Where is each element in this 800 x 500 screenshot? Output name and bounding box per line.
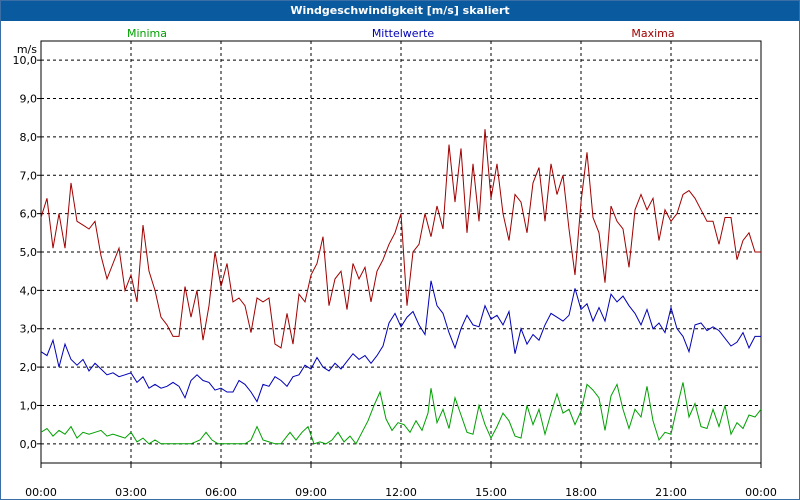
legend-maxima: Maxima: [631, 27, 674, 40]
y-tick-label: 4,0: [20, 284, 38, 297]
y-tick-label: 0,0: [20, 438, 38, 451]
y-tick-label: 2,0: [20, 361, 38, 374]
y-axis-label: m/s: [17, 43, 37, 56]
x-tick-time: 03:00: [115, 486, 147, 499]
y-tick-label: 6,0: [20, 208, 38, 221]
chart-title: Windgeschwindigkeit [m/s] skaliert: [1, 1, 799, 21]
y-tick-label: 5,0: [20, 246, 38, 259]
y-tick-label: 9,0: [20, 93, 38, 106]
x-tick-time: 00:00: [745, 486, 777, 499]
y-tick-label: 8,0: [20, 131, 38, 144]
y-tick-label: 7,0: [20, 169, 38, 182]
y-tick-label: 10,0: [13, 54, 38, 67]
x-tick-time: 15:00: [475, 486, 507, 499]
x-tick-time: 18:00: [565, 486, 597, 499]
series-line-mittelwerte: [40, 280, 761, 403]
series-line-minima: [40, 382, 762, 445]
x-tick-time: 12:00: [385, 486, 417, 499]
plot-area: 0,0 1,0 2,0 3,0 4,0 5,0 6,0 7,0 8,0 9,0 10,0 m/s 00:…: [1, 21, 799, 499]
x-tick-time: 00:00: [25, 486, 57, 499]
y-tick-label: 1,0: [20, 399, 38, 412]
legend-minima: Minima: [127, 27, 167, 40]
series-line-maxima: [40, 129, 761, 349]
legend-mittelwerte: Mittelwerte: [372, 27, 435, 40]
x-tick-time: 06:00: [205, 486, 237, 499]
x-tick-time: 09:00: [295, 486, 327, 499]
y-tick-label: 3,0: [20, 323, 38, 336]
line-chart: 0,0 1,0 2,0 3,0 4,0 5,0 6,0 7,0 8,0 9,0 10,0m/s 00:…: [13, 27, 777, 499]
x-tick-time: 21:00: [655, 486, 687, 499]
